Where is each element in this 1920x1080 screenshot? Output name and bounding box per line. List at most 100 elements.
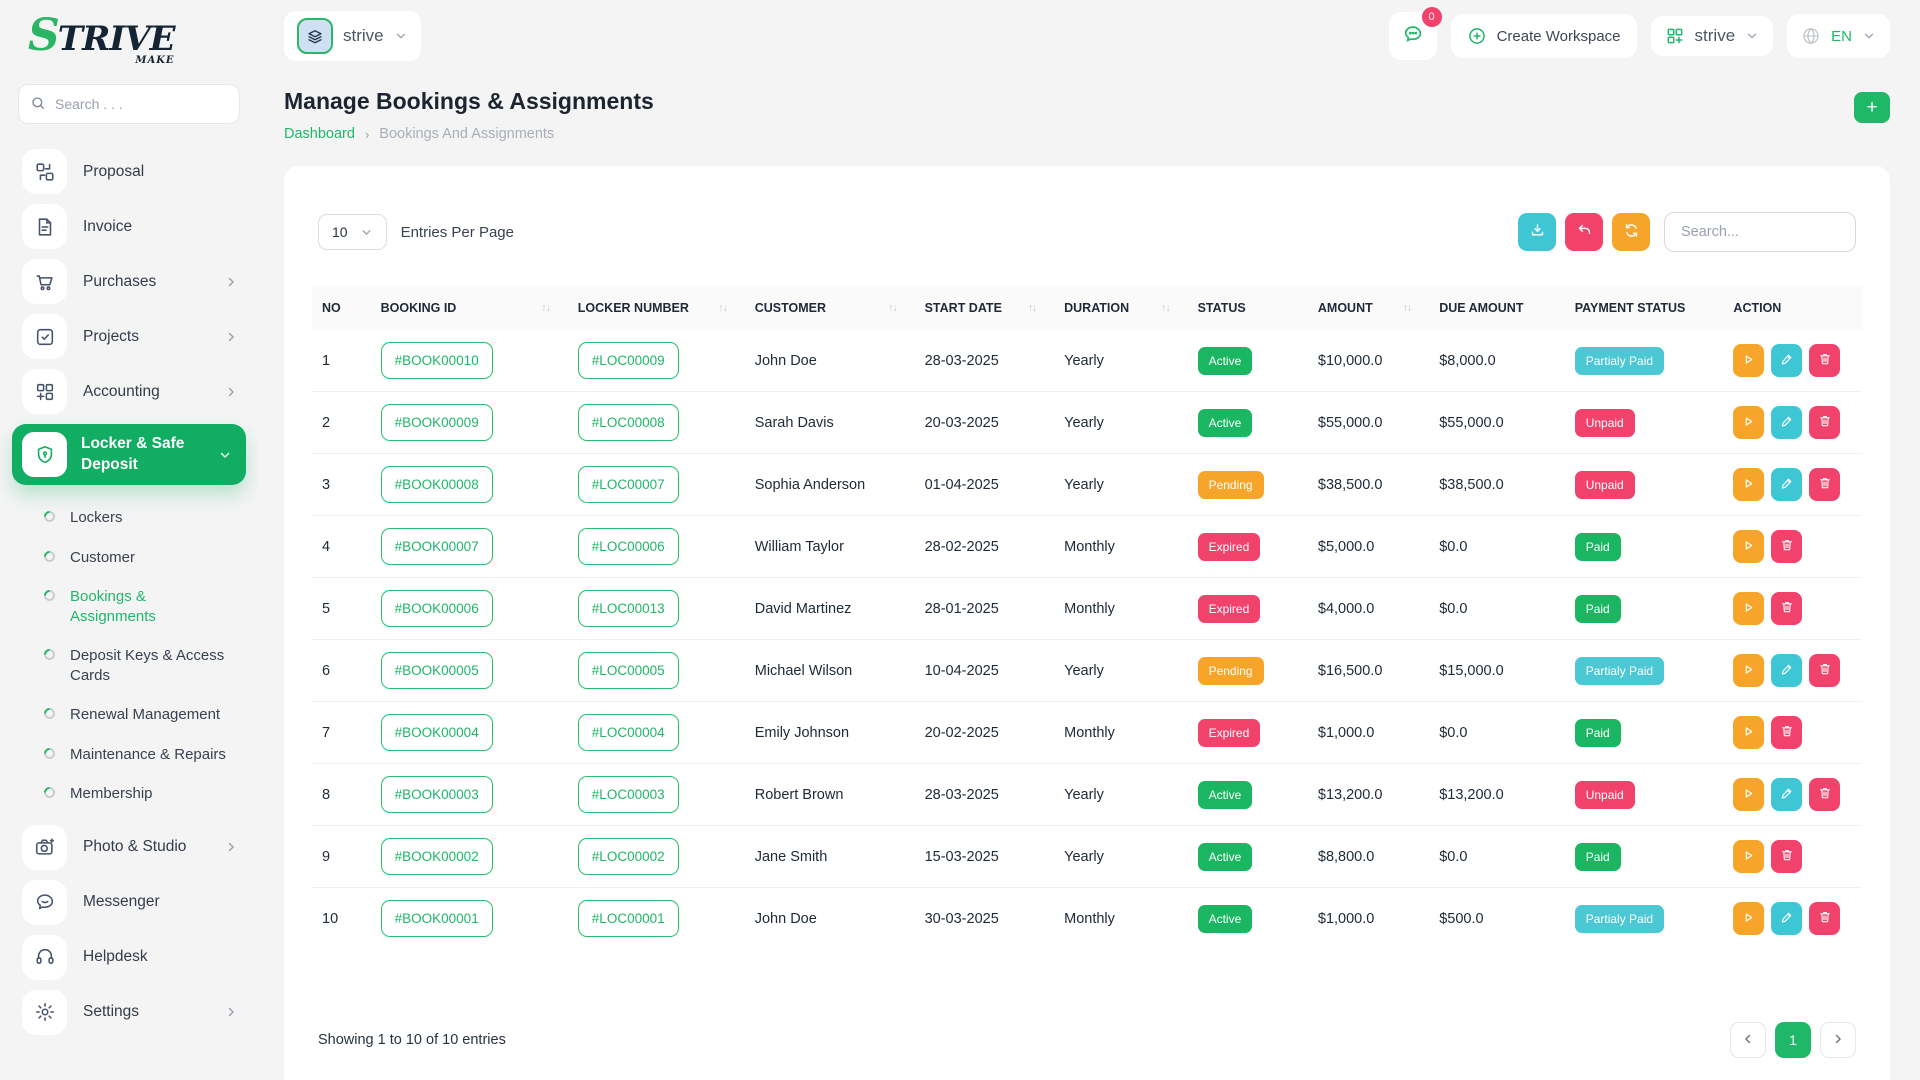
locker-number-pill[interactable]: #LOC00001	[577, 900, 679, 937]
sidebar-subitem-bookings-assignments[interactable]: Bookings & Assignments	[0, 577, 258, 636]
edit-booking-button[interactable]	[1771, 344, 1803, 377]
view-booking-button[interactable]	[1733, 592, 1765, 625]
delete-booking-button[interactable]	[1809, 654, 1841, 687]
delete-booking-button[interactable]	[1809, 902, 1841, 935]
breadcrumb-separator-icon: ›	[364, 126, 370, 142]
edit-booking-button[interactable]	[1771, 406, 1803, 439]
column-header-booking-id[interactable]: BOOKING ID ↑↓	[370, 286, 568, 330]
booking-id-pill[interactable]: #BOOK00005	[380, 652, 493, 689]
export-download-button[interactable]	[1518, 213, 1556, 251]
sort-icon[interactable]: ↑↓	[1161, 302, 1170, 314]
create-workspace-button[interactable]: Create Workspace	[1450, 14, 1637, 58]
booking-id-pill[interactable]: #BOOK00001	[380, 900, 493, 937]
cell-due-amount: $0.0	[1429, 825, 1565, 888]
sidebar-item-photo-studio[interactable]: Photo & Studio	[0, 820, 258, 875]
status-badge: Pending	[1197, 470, 1264, 499]
table-search-input[interactable]	[1664, 212, 1856, 252]
sort-icon[interactable]: ↑↓	[1027, 302, 1037, 314]
sidebar-subitem-maintenance-repairs[interactable]: Maintenance & Repairs	[0, 735, 258, 775]
view-booking-button[interactable]	[1733, 468, 1765, 501]
locker-number-pill[interactable]: #LOC00005	[577, 652, 679, 689]
add-booking-button[interactable]: +	[1854, 92, 1890, 123]
delete-booking-button[interactable]	[1771, 530, 1803, 563]
column-header-customer[interactable]: CUSTOMER ↑↓	[744, 286, 915, 330]
sidebar-item-locker-safe-deposit[interactable]: Locker & Safe Deposit	[12, 424, 246, 485]
workspace-selector[interactable]: strive	[284, 11, 421, 61]
sidebar-item-helpdesk[interactable]: Helpdesk	[0, 930, 258, 985]
delete-booking-button[interactable]	[1771, 716, 1803, 749]
pagination-next-button[interactable]	[1820, 1022, 1856, 1058]
locker-number-pill[interactable]: #LOC00006	[577, 528, 679, 565]
booking-id-pill[interactable]: #BOOK00003	[380, 776, 493, 813]
booking-id-pill[interactable]: #BOOK00004	[380, 714, 493, 751]
edit-booking-button[interactable]	[1771, 654, 1803, 687]
sidebar-item-settings[interactable]: Settings	[0, 985, 258, 1040]
sort-icon[interactable]: ↑↓	[888, 302, 897, 314]
sidebar-subitem-customer[interactable]: Customer	[0, 538, 258, 578]
edit-booking-button[interactable]	[1771, 902, 1803, 935]
locker-number-pill[interactable]: #LOC00002	[577, 838, 679, 875]
sidebar-item-purchases[interactable]: Purchases	[0, 254, 258, 309]
delete-booking-button[interactable]	[1771, 840, 1803, 873]
chat-button[interactable]: 0	[1388, 7, 1442, 60]
view-booking-button[interactable]	[1733, 840, 1765, 873]
booking-id-pill[interactable]: #BOOK00009	[380, 404, 493, 441]
locker-number-pill[interactable]: #LOC00008	[577, 404, 679, 441]
edit-booking-button[interactable]	[1771, 468, 1803, 501]
breadcrumb-dashboard-link[interactable]: Dashboard	[284, 126, 355, 142]
table-header: NO BOOKING ID ↑↓ LOCKER NUMBER ↑↓ CUSTOMER ↑↓ S…	[312, 286, 1862, 330]
language-selector[interactable]: EN	[1787, 14, 1890, 58]
sidebar-item-messenger[interactable]: Messenger	[0, 875, 258, 930]
sidebar-search-input[interactable]	[18, 84, 240, 124]
sidebar-subitem-renewal-management[interactable]: Renewal Management	[0, 695, 258, 735]
sort-icon[interactable]: ↑↓	[718, 302, 727, 314]
view-booking-button[interactable]	[1733, 654, 1765, 687]
delete-booking-button[interactable]	[1809, 406, 1841, 439]
view-booking-button[interactable]	[1733, 344, 1765, 377]
sidebar-item-proposal[interactable]: Proposal	[0, 144, 258, 199]
sidebar-subitem-lockers[interactable]: Lockers	[0, 498, 258, 538]
undo-button[interactable]	[1565, 213, 1603, 251]
booking-id-pill[interactable]: #BOOK00002	[380, 838, 493, 875]
locker-number-pill[interactable]: #LOC00013	[577, 590, 679, 627]
booking-id-pill[interactable]: #BOOK00006	[380, 590, 493, 627]
view-booking-button[interactable]	[1733, 778, 1765, 811]
column-header-amount[interactable]: AMOUNT ↑↓	[1307, 286, 1430, 330]
locker-number-pill[interactable]: #LOC00003	[577, 776, 679, 813]
locker-number-pill[interactable]: #LOC00007	[577, 466, 679, 503]
pagination-prev-button[interactable]	[1730, 1022, 1766, 1058]
refresh-button[interactable]	[1612, 213, 1650, 251]
workspace-name: strive	[343, 26, 384, 45]
column-header-locker-number[interactable]: LOCKER NUMBER ↑↓	[567, 286, 745, 330]
view-booking-button[interactable]	[1733, 716, 1765, 749]
sort-icon[interactable]: ↑↓	[1402, 302, 1412, 314]
delete-booking-button[interactable]	[1809, 344, 1841, 377]
sort-icon[interactable]: ↑↓	[541, 302, 550, 314]
edit-booking-button[interactable]	[1771, 778, 1803, 811]
sidebar-item-invoice[interactable]: Invoice	[0, 199, 258, 254]
sidebar-item-projects[interactable]: Projects	[0, 309, 258, 364]
delete-booking-button[interactable]	[1771, 592, 1803, 625]
chevron-right-icon	[224, 840, 238, 854]
sidebar-subitem-deposit-keys-access-cards[interactable]: Deposit Keys & Access Cards	[0, 636, 258, 695]
entries-per-page-select[interactable]: 10	[318, 214, 387, 250]
sidebar-item-label: Messenger	[83, 893, 160, 910]
view-booking-button[interactable]	[1733, 406, 1765, 439]
column-header-start-date[interactable]: START DATE ↑↓	[914, 286, 1055, 330]
trash-icon	[1818, 352, 1832, 369]
organization-dropdown[interactable]: strive	[1650, 16, 1774, 56]
locker-number-pill[interactable]: #LOC00009	[577, 342, 679, 379]
locker-number-pill[interactable]: #LOC00004	[577, 714, 679, 751]
delete-booking-button[interactable]	[1809, 778, 1841, 811]
booking-id-pill[interactable]: #BOOK00007	[380, 528, 493, 565]
view-booking-button[interactable]	[1733, 902, 1765, 935]
column-header-duration[interactable]: DURATION ↑↓	[1054, 286, 1188, 330]
payment-status-badge: Paid	[1574, 532, 1621, 561]
sidebar-item-accounting[interactable]: Accounting	[0, 364, 258, 419]
pagination-page-1-button[interactable]: 1	[1775, 1022, 1811, 1058]
booking-id-pill[interactable]: #BOOK00010	[380, 342, 493, 379]
sidebar-subitem-membership[interactable]: Membership	[0, 774, 258, 814]
view-booking-button[interactable]	[1733, 530, 1765, 563]
delete-booking-button[interactable]	[1809, 468, 1841, 501]
booking-id-pill[interactable]: #BOOK00008	[380, 466, 493, 503]
